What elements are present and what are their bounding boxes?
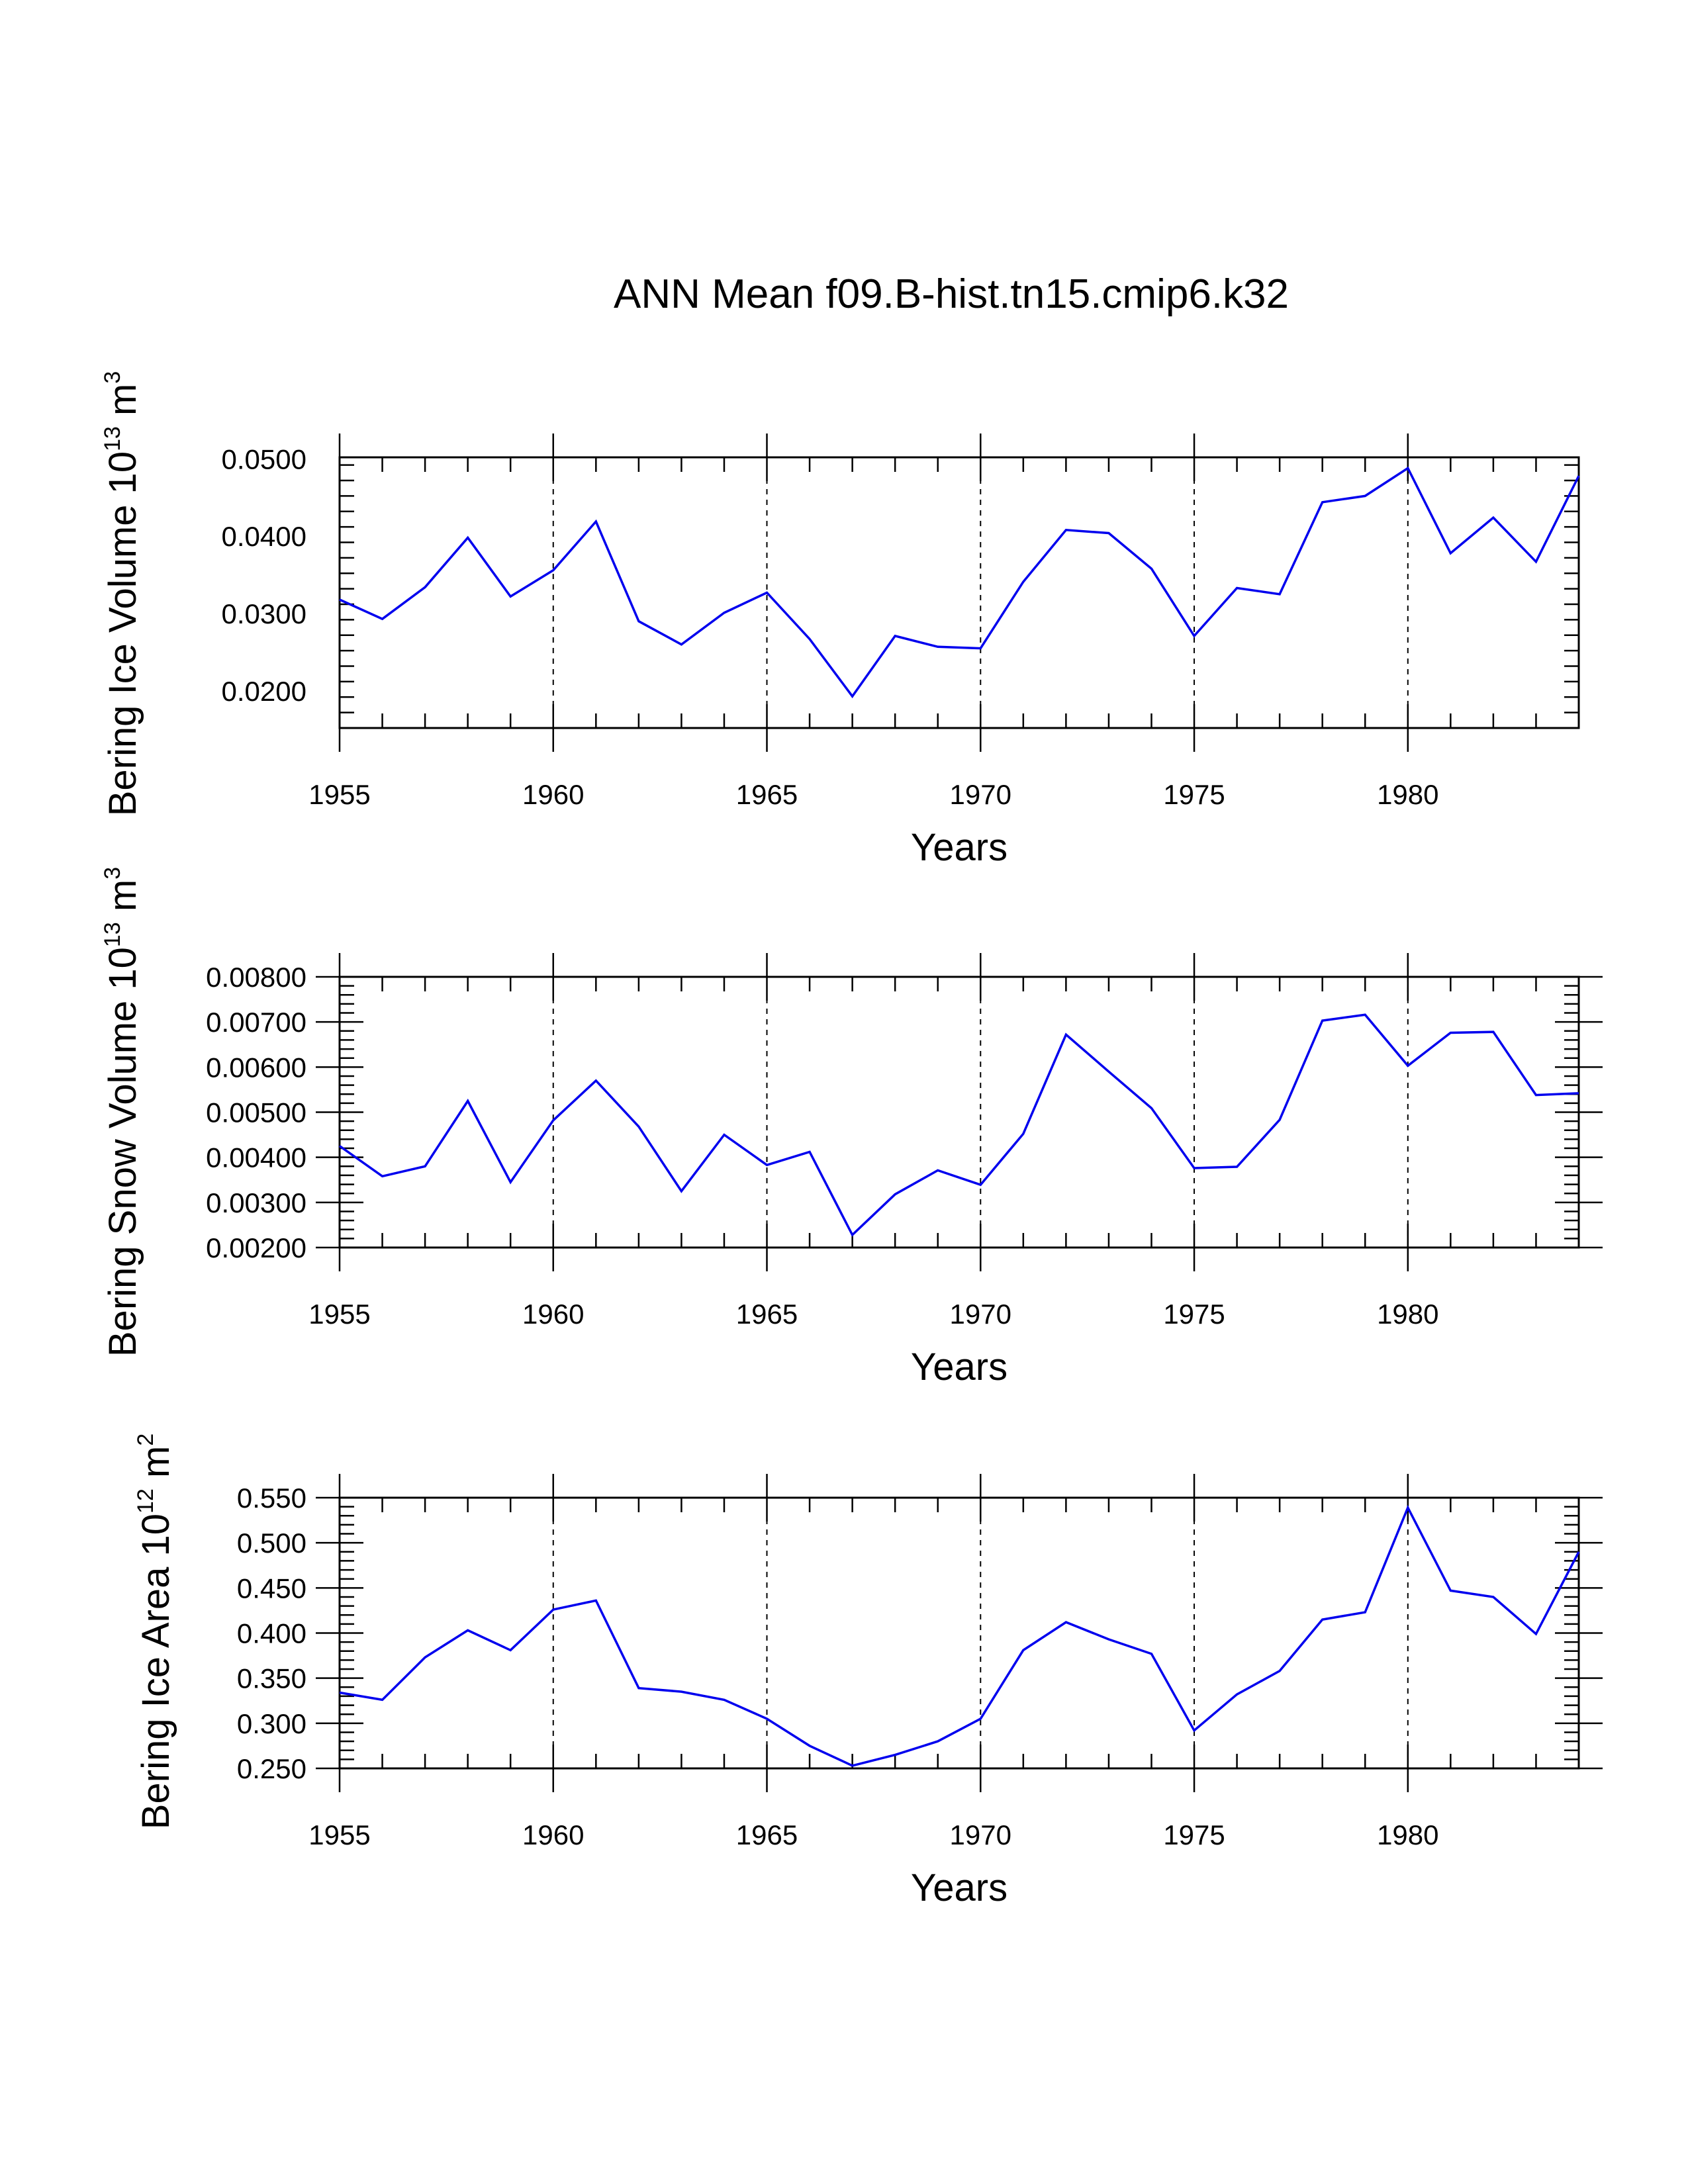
y-tick-label-0.0200: 0.0200 (222, 676, 306, 707)
x-tick-label-1980: 1980 (1377, 1298, 1438, 1330)
y-axis-title-unit: m (101, 880, 144, 922)
y-axis-title-unit: m (134, 1446, 177, 1488)
x-tick-label-1970: 1970 (950, 1298, 1011, 1330)
x-tick-label-1965: 1965 (736, 1819, 798, 1850)
y-axis-title-text: Bering Snow Volume 10 (101, 947, 144, 1357)
x-tick-label-1955: 1955 (308, 1819, 370, 1850)
x-axis-title-2: Years (911, 1345, 1008, 1388)
y-axis-title-1: Bering Ice Volume 1013 m3 (100, 371, 144, 817)
series-line-2 (338, 1013, 1579, 1237)
x-tick-label-1980: 1980 (1377, 779, 1438, 810)
y-tick-label-0.550: 0.550 (237, 1482, 306, 1514)
y-tick-label-0.00500: 0.00500 (206, 1097, 306, 1128)
x-tick-label-1970: 1970 (950, 779, 1011, 810)
plot-frame-1 (338, 456, 1580, 729)
y-tick-label-0.0500: 0.0500 (222, 443, 306, 475)
y-tick-label-0.00300: 0.00300 (206, 1187, 306, 1218)
x-tick-label-1955: 1955 (308, 779, 370, 810)
plot-frame-2 (338, 976, 1580, 1249)
y-axis-title-exponent: 13 (100, 922, 125, 947)
y-tick-label-0.00700: 0.00700 (206, 1007, 306, 1038)
x-tick-label-1960: 1960 (522, 779, 584, 810)
y-tick-label-0.400: 0.400 (237, 1618, 306, 1649)
y-axis-title-unit-exponent: 3 (100, 867, 125, 880)
x-tick-label-1975: 1975 (1163, 1819, 1225, 1850)
y-tick-label-0.00200: 0.00200 (206, 1232, 306, 1263)
y-tick-label-0.0400: 0.0400 (222, 521, 306, 552)
y-tick-label-0.00400: 0.00400 (206, 1142, 306, 1173)
y-axis-title-text: Bering Ice Area 10 (134, 1514, 177, 1829)
y-axis-title-exponent: 12 (133, 1488, 158, 1514)
x-tick-label-1975: 1975 (1163, 1298, 1225, 1330)
x-tick-label-1960: 1960 (522, 1819, 584, 1850)
x-tick-label-1965: 1965 (736, 1298, 798, 1330)
y-axis-title-exponent: 13 (100, 426, 125, 451)
y-tick-label-0.350: 0.350 (237, 1663, 306, 1694)
y-tick-label-0.00800: 0.00800 (206, 962, 306, 993)
y-axis-title-unit: m (101, 384, 144, 426)
y-tick-label-0.500: 0.500 (237, 1527, 306, 1559)
x-tick-label-1955: 1955 (308, 1298, 370, 1330)
series-line-1 (339, 466, 1580, 699)
y-axis-title-unit-exponent: 2 (133, 1433, 158, 1446)
y-tick-label-0.0300: 0.0300 (222, 598, 306, 629)
x-tick-label-1965: 1965 (736, 779, 798, 810)
x-tick-label-1975: 1975 (1163, 779, 1225, 810)
y-tick-label-0.250: 0.250 (237, 1753, 306, 1784)
y-tick-label-0.300: 0.300 (237, 1708, 306, 1739)
x-tick-label-1970: 1970 (950, 1819, 1011, 1850)
chart-title: ANN Mean f09.B-hist.tn15.cmip6.k32 (614, 271, 1289, 317)
y-tick-label-0.450: 0.450 (237, 1572, 306, 1604)
y-axis-title-2: Bering Snow Volume 1013 m3 (100, 867, 144, 1357)
plot-frame-3 (338, 1496, 1580, 1770)
series-line-3 (339, 1504, 1580, 1767)
x-tick-label-1960: 1960 (522, 1298, 584, 1330)
x-axis-title-1: Years (911, 826, 1008, 869)
y-axis-title-unit-exponent: 3 (100, 371, 125, 384)
y-axis-title-text: Bering Ice Volume 10 (101, 451, 144, 816)
x-tick-label-1980: 1980 (1377, 1819, 1438, 1850)
y-tick-label-0.00600: 0.00600 (206, 1052, 306, 1083)
x-axis-title-3: Years (911, 1866, 1008, 1909)
y-axis-title-3: Bering Ice Area 1012 m2 (133, 1433, 177, 1829)
